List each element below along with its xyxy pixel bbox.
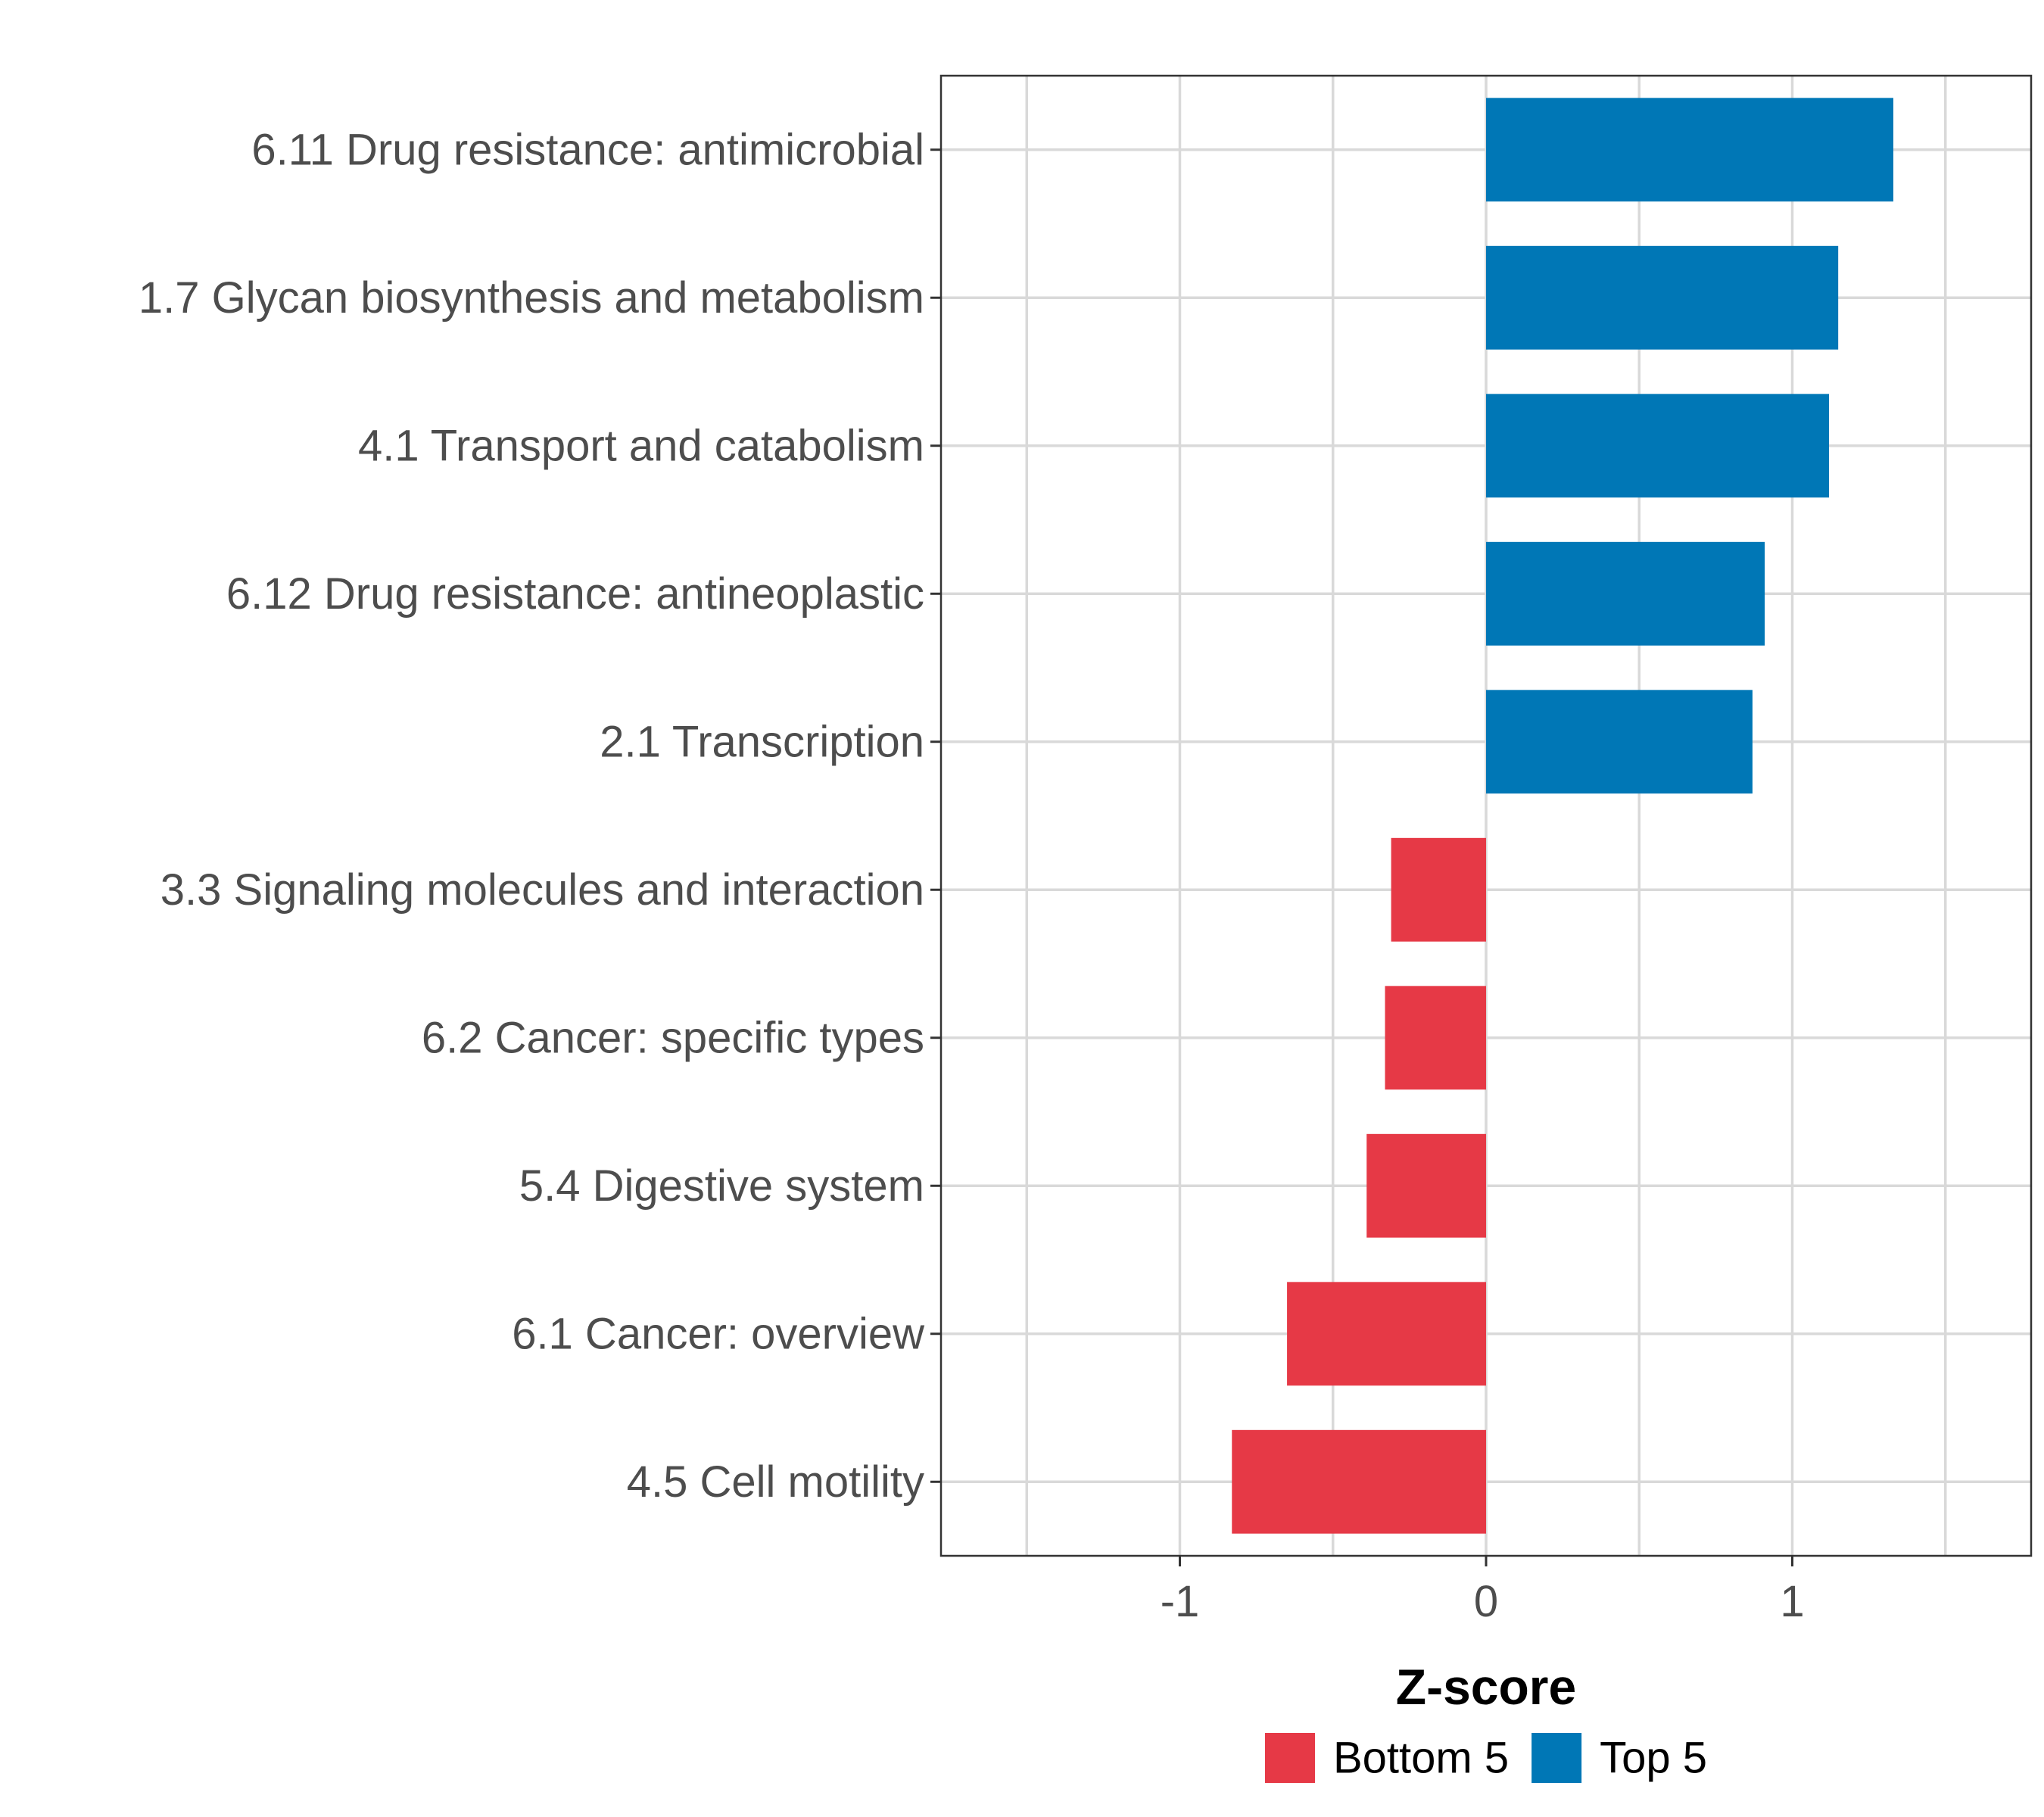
x-axis: -1 0 1 xyxy=(1161,1556,1805,1626)
bar-3 xyxy=(1486,394,1830,498)
bar-5 xyxy=(1486,690,1753,794)
category-label: 6.12 Drug resistance: antineoplastic xyxy=(226,569,924,619)
legend: Bottom 5 Top 5 xyxy=(1264,1733,1707,1783)
category-label: 6.11 Drug resistance: antimicrobial xyxy=(251,125,924,174)
bar-1 xyxy=(1486,98,1893,202)
legend-label: Top 5 xyxy=(1600,1734,1707,1783)
legend-swatch-bottom-5 xyxy=(1264,1733,1315,1783)
category-label: 4.1 Transport and catabolism xyxy=(358,421,924,470)
category-label: 2.1 Transcription xyxy=(600,717,924,766)
bar-layer xyxy=(1232,98,1893,1534)
category-label: 6.2 Cancer: specific types xyxy=(422,1013,924,1062)
bar-4 xyxy=(1486,541,1765,646)
bar-10 xyxy=(1232,1429,1486,1534)
bar-8 xyxy=(1366,1133,1486,1238)
category-label: 1.7 Glycan biosynthesis and metabolism xyxy=(139,273,924,323)
y-axis: 6.11 Drug resistance: antimicrobial 1.7 G… xyxy=(139,125,941,1507)
bar-6 xyxy=(1391,837,1486,942)
x-tick-label: -1 xyxy=(1161,1577,1200,1626)
bar-2 xyxy=(1486,245,1839,350)
category-label: 4.5 Cell motility xyxy=(627,1457,924,1507)
x-tick-label: 1 xyxy=(1780,1577,1804,1626)
bar-9 xyxy=(1287,1282,1486,1386)
x-tick-label: 0 xyxy=(1474,1577,1498,1626)
legend-label: Bottom 5 xyxy=(1333,1734,1509,1783)
category-label: 5.4 Digestive system xyxy=(519,1161,924,1211)
category-label: 6.1 Cancer: overview xyxy=(512,1309,925,1358)
x-axis-title: Z-score xyxy=(1396,1659,1576,1715)
legend-swatch-top-5 xyxy=(1531,1733,1582,1783)
bar-7 xyxy=(1385,986,1486,1090)
category-label: 3.3 Signaling molecules and interaction xyxy=(160,865,924,915)
